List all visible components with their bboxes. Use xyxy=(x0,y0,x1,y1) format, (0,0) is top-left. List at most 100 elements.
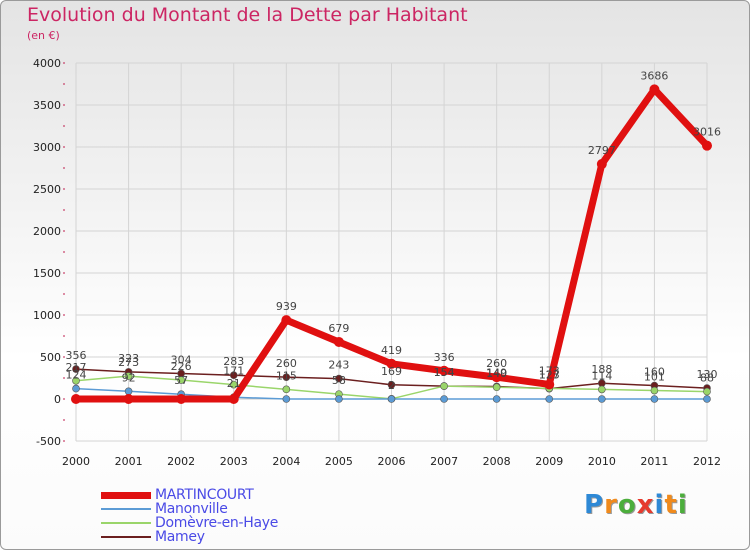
legend-item: MARTINCOURT xyxy=(101,487,278,503)
data-label: 323 xyxy=(118,352,139,365)
data-point xyxy=(229,380,238,389)
data-label: 217 xyxy=(66,361,87,374)
x-tick-label: 2003 xyxy=(220,455,248,468)
data-point xyxy=(650,395,659,403)
logo-letter: o xyxy=(617,490,637,520)
data-label: 2797 xyxy=(588,144,616,157)
logo-letter: t xyxy=(664,490,678,520)
data-point xyxy=(387,381,396,389)
data-label: 419 xyxy=(381,344,402,357)
x-tick-label: 2001 xyxy=(115,455,143,468)
data-point xyxy=(440,382,448,390)
data-label: 127 xyxy=(539,368,560,381)
data-point xyxy=(335,395,343,403)
data-point xyxy=(703,395,711,403)
data-label: 304 xyxy=(171,353,192,366)
y-tick-label: -500 xyxy=(36,435,61,448)
data-point xyxy=(703,387,711,396)
data-label: 356 xyxy=(66,349,87,362)
data-point xyxy=(440,395,448,403)
legend-item: Domèvre-en-Haye xyxy=(101,515,279,531)
logo-letter: i xyxy=(654,490,665,520)
data-point xyxy=(176,394,187,404)
data-label: 115 xyxy=(276,369,297,382)
data-point xyxy=(387,395,396,403)
data-point xyxy=(596,159,607,170)
x-tick-label: 2005 xyxy=(325,455,353,468)
data-point xyxy=(123,394,134,404)
y-tick-label: 4000 xyxy=(33,57,61,70)
data-label: 88 xyxy=(700,372,714,385)
data-point xyxy=(649,84,660,95)
logo-letter: x xyxy=(636,490,655,520)
x-tick-label: 2002 xyxy=(167,455,195,468)
data-label: 130 xyxy=(697,368,718,381)
x-tick-label: 2011 xyxy=(640,455,668,468)
data-label: 171 xyxy=(223,365,244,378)
data-label: 273 xyxy=(118,356,139,369)
data-point xyxy=(545,395,554,403)
data-point xyxy=(72,365,80,373)
data-label: 3016 xyxy=(693,126,721,139)
data-label: 123 xyxy=(539,369,560,382)
y-tick-label: 0 xyxy=(54,393,61,406)
legend-swatch xyxy=(101,508,151,510)
x-tick-label: 2004 xyxy=(272,455,300,468)
logo-letter: P xyxy=(584,490,605,520)
data-point xyxy=(544,379,555,390)
y-tick-label: 2500 xyxy=(33,183,61,196)
data-label: 260 xyxy=(276,357,297,370)
data-label: 124 xyxy=(66,369,87,382)
data-point xyxy=(72,376,80,385)
data-label: 101 xyxy=(644,371,665,384)
data-point xyxy=(439,365,450,376)
data-label: 154 xyxy=(434,366,455,379)
y-tick-label: 3000 xyxy=(33,141,61,154)
data-label: 173 xyxy=(539,364,560,377)
data-label: 336 xyxy=(434,351,455,364)
data-point xyxy=(333,336,344,347)
data-label: 283 xyxy=(223,355,244,368)
data-point xyxy=(598,395,606,403)
x-tick-label: 2007 xyxy=(430,455,458,468)
data-point xyxy=(650,386,659,395)
data-label: 226 xyxy=(171,360,192,373)
data-label: 58 xyxy=(332,374,346,387)
x-tick-label: 2006 xyxy=(378,455,406,468)
data-point xyxy=(492,395,501,403)
legend-label: Domèvre-en-Haye xyxy=(155,515,279,531)
data-label: 2 xyxy=(388,379,395,392)
data-point xyxy=(386,358,397,369)
x-tick-label: 2008 xyxy=(483,455,511,468)
data-point xyxy=(492,383,501,392)
data-point xyxy=(72,384,80,393)
legend-label: MARTINCOURT xyxy=(155,487,254,503)
data-point xyxy=(282,373,291,381)
x-tick-label: 2009 xyxy=(535,455,563,468)
data-label: 21 xyxy=(227,377,241,390)
legend-item: Manonville xyxy=(101,501,278,517)
data-label: 160 xyxy=(644,366,665,379)
chart-legend: MARTINCOURT Manonville Domèvre-en-Haye Mame… xyxy=(101,487,279,545)
logo-letter: r xyxy=(604,490,618,520)
data-label: 140 xyxy=(486,367,507,380)
logo-letter: i xyxy=(677,490,688,520)
data-label: 169 xyxy=(381,365,402,378)
data-label: 939 xyxy=(276,300,297,313)
data-point xyxy=(124,372,133,380)
data-label: 243 xyxy=(328,359,349,372)
data-label: 149 xyxy=(486,366,507,379)
y-tick-label: 2000 xyxy=(33,225,61,238)
data-point xyxy=(228,394,239,404)
data-label: 57 xyxy=(174,374,188,387)
data-point xyxy=(282,395,291,403)
data-label: 3686 xyxy=(640,69,668,82)
y-tick-label: 1500 xyxy=(33,267,61,280)
data-point xyxy=(702,140,712,151)
legend-label: Manonville xyxy=(155,501,228,517)
chart-subtitle: (en €) xyxy=(27,29,60,42)
data-point xyxy=(71,394,81,404)
data-point xyxy=(491,372,502,383)
data-label: 154 xyxy=(434,366,455,379)
